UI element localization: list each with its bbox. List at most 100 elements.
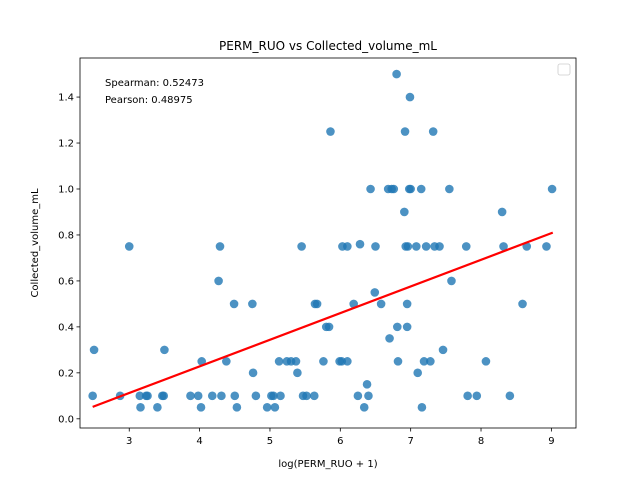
data-point: [248, 368, 258, 378]
data-point: [392, 69, 401, 79]
data-point: [232, 403, 242, 412]
data-point: [274, 357, 284, 366]
data-point: [269, 391, 278, 401]
data-point: [124, 242, 134, 251]
data-point: [400, 207, 409, 217]
data-point: [302, 391, 311, 401]
data-point: [343, 242, 352, 251]
data-point: [297, 242, 306, 251]
data-point: [355, 239, 365, 249]
data-point: [222, 357, 231, 366]
fit-line: [92, 231, 554, 408]
data-point: [364, 391, 373, 401]
data-point: [143, 391, 152, 401]
data-point: [159, 391, 169, 401]
data-point: [207, 391, 217, 401]
data-point: [392, 322, 402, 332]
data-point: [435, 242, 444, 251]
data-point: [542, 242, 551, 251]
data-point: [389, 184, 399, 194]
data-point: [419, 357, 429, 366]
chart-title: PERM_RUO vs Collected_volume_mL: [219, 39, 437, 53]
data-point: [402, 322, 412, 332]
data-point: [270, 403, 280, 412]
data-point: [411, 242, 421, 251]
data-point: [405, 92, 415, 102]
data-point: [312, 299, 322, 309]
pearson-annotation: Pearson: 0.48975: [105, 95, 193, 106]
x-tick-label: 7: [407, 436, 413, 447]
data-point: [472, 391, 482, 401]
data-point: [217, 391, 226, 401]
data-point: [547, 184, 557, 194]
data-point: [197, 357, 207, 366]
data-point: [153, 403, 162, 412]
data-point: [402, 299, 412, 309]
data-point: [326, 127, 335, 136]
data-point: [461, 242, 471, 251]
data-point: [400, 127, 410, 136]
data-point: [421, 242, 431, 251]
y-tick-label: 0.8: [58, 230, 74, 241]
legend-box: [557, 63, 571, 76]
data-point: [343, 357, 352, 366]
plot-frame: [79, 57, 577, 429]
data-point: [393, 357, 403, 366]
data-point: [230, 391, 240, 401]
spearman-annotation: Spearman: 0.52473: [105, 78, 204, 89]
x-axis-label: log(PERM_RUO + 1): [278, 459, 377, 470]
y-tick-label: 0.6: [58, 276, 74, 287]
data-point: [324, 322, 334, 332]
data-point: [262, 403, 272, 412]
data-point: [136, 403, 145, 412]
data-point: [438, 345, 448, 355]
data-point: [291, 357, 301, 366]
data-point: [196, 403, 206, 412]
data-point: [186, 391, 195, 401]
data-point: [366, 184, 375, 194]
data-point: [362, 380, 372, 389]
y-tick-label: 0.0: [58, 414, 74, 425]
data-point: [481, 357, 491, 366]
data-point: [497, 207, 507, 217]
y-tick-label: 1.4: [58, 93, 74, 104]
data-point: [89, 345, 99, 355]
data-point: [214, 276, 223, 286]
data-point: [160, 345, 169, 355]
data-point: [319, 357, 328, 366]
data-point: [403, 242, 413, 251]
data-point: [417, 403, 427, 412]
data-point: [248, 299, 257, 309]
data-point: [309, 391, 319, 401]
x-tick-label: 8: [478, 436, 484, 447]
data-point: [426, 357, 435, 366]
y-axis-label: Collected_volume_mL: [30, 188, 41, 298]
x-tick-label: 4: [196, 436, 202, 447]
data-point: [276, 391, 285, 401]
x-tick-label: 3: [126, 436, 132, 447]
data-point: [413, 368, 423, 378]
y-tick-label: 1.2: [58, 139, 74, 150]
data-point: [518, 299, 527, 309]
y-tick-label: 0.4: [58, 322, 74, 333]
data-point: [428, 127, 438, 136]
data-point: [370, 288, 380, 297]
data-point: [293, 368, 302, 378]
data-point: [251, 391, 261, 401]
x-tick-label: 9: [548, 436, 554, 447]
data-point: [229, 299, 239, 309]
x-tick-label: 6: [337, 436, 343, 447]
data-point: [376, 299, 386, 309]
data-point: [215, 242, 225, 251]
data-point: [505, 391, 515, 401]
data-point: [359, 403, 369, 412]
data-point: [88, 391, 97, 401]
data-point: [447, 276, 456, 286]
data-point: [135, 391, 145, 401]
x-tick-label: 5: [267, 436, 273, 447]
data-point: [371, 242, 380, 251]
y-tick-label: 1.0: [58, 184, 74, 195]
data-point: [353, 391, 363, 401]
